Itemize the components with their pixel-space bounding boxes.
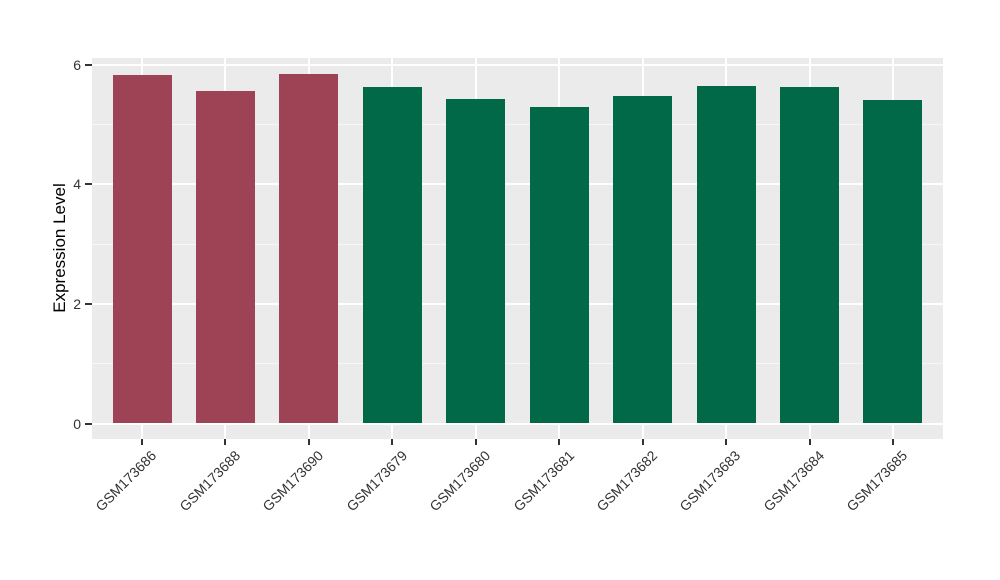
y-tick-label-0: 0 xyxy=(73,415,81,432)
gridline-minor-y-1 xyxy=(92,363,943,365)
x-tick-mark-GSM173685 xyxy=(891,439,894,445)
bar-GSM173680 xyxy=(446,98,506,424)
y-tick-mark-2 xyxy=(85,302,92,305)
x-tick-label-GSM173690: GSM173690 xyxy=(259,447,327,515)
y-tick-label-4: 4 xyxy=(73,176,81,193)
x-tick-label-GSM173684: GSM173684 xyxy=(760,447,828,515)
gridline-minor-y-5 xyxy=(92,123,943,125)
y-axis-title: Expression Level xyxy=(50,183,69,313)
x-tick-mark-GSM173680 xyxy=(474,439,477,445)
gridline-major-y-0 xyxy=(92,422,943,425)
x-tick-mark-GSM173688 xyxy=(224,439,227,445)
x-tick-mark-GSM173681 xyxy=(558,439,561,445)
x-tick-label-GSM173682: GSM173682 xyxy=(593,447,661,515)
bar-GSM173683 xyxy=(696,86,756,424)
gridline-major-y-6 xyxy=(92,63,943,66)
x-tick-mark-GSM173679 xyxy=(391,439,394,445)
x-tick-label-GSM173686: GSM173686 xyxy=(92,447,160,515)
x-tick-label-GSM173683: GSM173683 xyxy=(676,447,744,515)
x-tick-label-GSM173681: GSM173681 xyxy=(509,447,577,515)
x-tick-mark-GSM173686 xyxy=(141,439,144,445)
x-tick-label-GSM173680: GSM173680 xyxy=(426,447,494,515)
y-tick-label-6: 6 xyxy=(73,56,81,73)
bar-GSM173686 xyxy=(112,74,172,424)
bar-GSM173682 xyxy=(613,96,673,424)
bar-GSM173685 xyxy=(863,100,923,424)
x-tick-label-GSM173685: GSM173685 xyxy=(843,447,911,515)
gridline-minor-y-3 xyxy=(92,243,943,245)
x-tick-mark-GSM173682 xyxy=(641,439,644,445)
x-tick-label-GSM173679: GSM173679 xyxy=(343,447,410,515)
bar-GSM173681 xyxy=(529,106,589,424)
gridline-major-y-2 xyxy=(92,302,943,305)
x-tick-label-GSM173688: GSM173688 xyxy=(176,447,244,515)
x-tick-mark-GSM173684 xyxy=(808,439,811,445)
bar-GSM173684 xyxy=(780,86,839,424)
bar-GSM173690 xyxy=(279,74,339,424)
y-tick-mark-4 xyxy=(85,183,92,186)
plot-panel xyxy=(92,58,943,439)
x-tick-mark-GSM173683 xyxy=(725,439,728,445)
gridline-major-y-4 xyxy=(92,183,943,186)
y-tick-mark-0 xyxy=(85,422,92,425)
y-tick-mark-6 xyxy=(85,63,92,66)
bar-GSM173679 xyxy=(362,87,422,424)
y-tick-label-2: 2 xyxy=(73,295,81,312)
bar-GSM173688 xyxy=(195,90,255,424)
x-tick-mark-GSM173690 xyxy=(307,439,310,445)
